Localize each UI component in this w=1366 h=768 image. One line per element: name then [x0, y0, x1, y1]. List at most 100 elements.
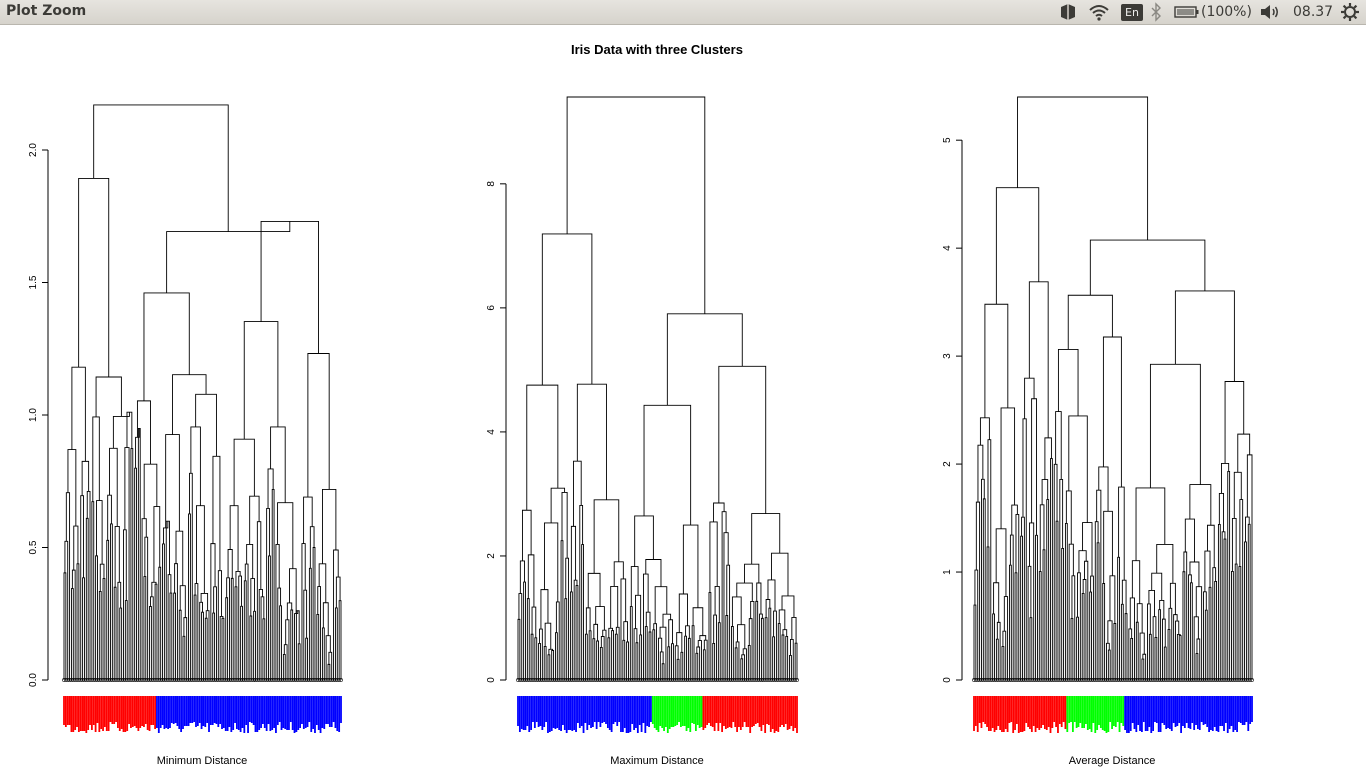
leaf-node — [249, 678, 254, 682]
leaf-label — [163, 696, 166, 729]
dendrogram-merge — [1027, 565, 1032, 680]
leaf-label — [689, 696, 692, 732]
leaf-node — [665, 678, 670, 682]
leaf-node — [737, 678, 741, 682]
dendrogram-merge — [212, 455, 221, 571]
leaf-label — [760, 696, 763, 731]
dendrogram-merge — [243, 321, 279, 440]
dendrogram-merge — [668, 619, 673, 647]
dendrogram-merge — [1021, 516, 1025, 680]
dendrogram-merge — [82, 577, 85, 680]
leaf-node — [729, 678, 734, 682]
dendrogram-merge — [78, 177, 110, 377]
leaf-label — [174, 696, 177, 723]
leaf-node — [76, 678, 81, 682]
leaf-label — [1169, 696, 1171, 729]
leaf-node — [975, 678, 980, 682]
dendrogram-merge — [92, 416, 100, 502]
leaf-label — [170, 696, 173, 723]
leaf-node — [628, 678, 633, 682]
dendrogram-merge — [1139, 632, 1145, 680]
leaf-node — [1216, 678, 1221, 682]
dendrogram-merge — [295, 610, 300, 680]
leaf-node — [735, 678, 739, 682]
leaf-node — [203, 678, 208, 682]
leaf-node — [1104, 678, 1109, 682]
leaf-label — [1096, 696, 1099, 730]
bluetooth-icon[interactable] — [1150, 0, 1162, 24]
wifi-icon[interactable] — [1088, 0, 1110, 24]
leaf-node — [322, 678, 327, 682]
dropbox-icon[interactable] — [1058, 0, 1078, 24]
dendrogram-merge — [1169, 582, 1176, 615]
leaf-node — [1039, 678, 1044, 682]
dendrogram-merge — [517, 618, 521, 680]
dendrogram-merge — [680, 651, 684, 680]
leaf-label — [723, 696, 725, 726]
leaf-label — [569, 696, 572, 730]
dendrogram-merge — [1103, 510, 1113, 584]
leaf-label — [623, 696, 626, 728]
leaf-node — [1140, 678, 1144, 682]
leaf-node — [987, 678, 991, 682]
leaf-label — [247, 696, 249, 733]
leaf-node — [101, 678, 105, 682]
leaf-label — [1016, 696, 1018, 724]
leaf-label — [601, 696, 604, 723]
dendrogram-merge — [1082, 522, 1093, 577]
leaf-node — [208, 678, 213, 682]
leaf-node — [708, 678, 713, 682]
dendrogram-merge — [645, 611, 651, 633]
leaf-node — [1011, 678, 1016, 682]
leaf-label — [651, 696, 654, 724]
leaf-label — [1077, 696, 1080, 727]
dendrogram-merge — [629, 606, 633, 680]
language-indicator[interactable]: En — [1121, 0, 1143, 24]
gear-icon[interactable] — [1340, 0, 1360, 24]
dendrogram-merge — [109, 447, 118, 527]
clock[interactable]: 08.37 — [1293, 4, 1334, 20]
leaf-label — [522, 696, 525, 730]
dendrogram-merge — [226, 577, 230, 680]
leaf-label — [1223, 696, 1225, 731]
leaf-label — [794, 696, 797, 728]
leaf-label — [1042, 696, 1044, 725]
battery-icon[interactable] — [1174, 0, 1200, 24]
dendrogram-merge — [1195, 586, 1203, 680]
leaf-label — [87, 696, 90, 730]
leaf-label — [1159, 696, 1162, 732]
leaf-label — [1170, 696, 1173, 731]
leaf-label — [1206, 696, 1209, 727]
leaf-node — [517, 678, 522, 682]
leaf-label — [693, 696, 695, 724]
leaf-node — [759, 678, 764, 682]
leaf-node — [329, 678, 334, 682]
leaf-node — [1016, 678, 1021, 682]
dendrogram-merge — [143, 576, 147, 680]
leaf-node — [973, 678, 978, 682]
leaf-label — [1198, 696, 1201, 730]
dendrogram-merge — [327, 663, 331, 680]
dendrogram-merge — [661, 663, 665, 680]
leaf-node — [218, 678, 223, 682]
leaf-node — [99, 678, 104, 682]
leaf-node — [104, 678, 109, 682]
volume-icon[interactable] — [1259, 0, 1281, 24]
leaf-label — [96, 696, 99, 723]
dendrogram-merge — [114, 525, 120, 588]
leaf-label — [120, 696, 123, 729]
leaf-node — [793, 678, 798, 682]
dendrogram-merge — [149, 596, 154, 680]
leaf-node — [744, 678, 749, 682]
leaf-node — [519, 678, 524, 682]
leaf-label — [118, 696, 121, 731]
leaf-label — [211, 696, 214, 725]
leaf-node — [1201, 678, 1206, 682]
leaf-node — [266, 678, 271, 682]
leaf-label — [117, 696, 119, 728]
leaf-label — [1023, 696, 1026, 731]
dendrogram-merge — [1135, 621, 1139, 680]
dendrogram-merge — [173, 592, 176, 680]
leaf-node — [707, 678, 711, 682]
leaf-node — [117, 678, 122, 682]
